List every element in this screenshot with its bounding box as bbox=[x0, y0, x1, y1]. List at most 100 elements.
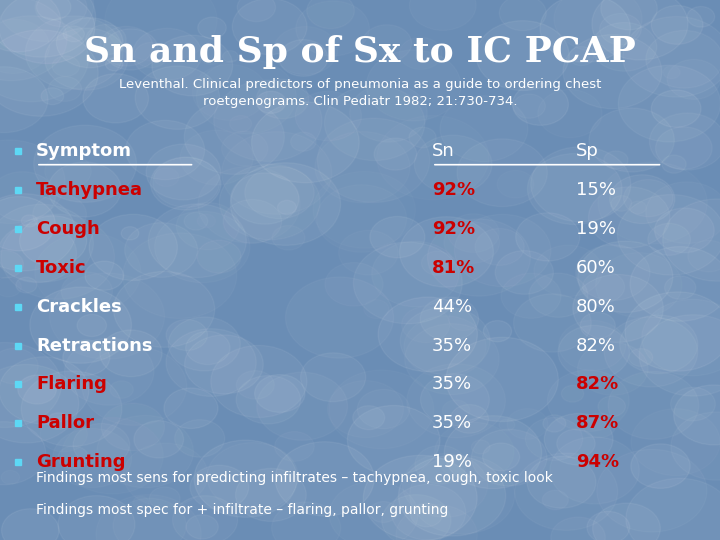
Circle shape bbox=[18, 375, 56, 404]
Circle shape bbox=[398, 456, 505, 536]
Circle shape bbox=[164, 388, 218, 429]
Text: 35%: 35% bbox=[432, 375, 472, 394]
Circle shape bbox=[347, 406, 440, 475]
Circle shape bbox=[593, 503, 660, 540]
Circle shape bbox=[194, 440, 297, 517]
Text: Leventhal. Clinical predictors of pneumonia as a guide to ordering chest
roetgen: Leventhal. Clinical predictors of pneumo… bbox=[119, 78, 601, 109]
Circle shape bbox=[135, 66, 220, 130]
Text: Flaring: Flaring bbox=[36, 375, 107, 394]
Circle shape bbox=[0, 30, 98, 116]
Text: 81%: 81% bbox=[432, 259, 475, 277]
Circle shape bbox=[0, 197, 55, 251]
Circle shape bbox=[279, 39, 328, 76]
Circle shape bbox=[630, 247, 720, 321]
Circle shape bbox=[631, 444, 690, 488]
Text: Crackles: Crackles bbox=[36, 298, 122, 316]
Circle shape bbox=[446, 338, 558, 422]
Circle shape bbox=[652, 5, 703, 44]
Text: 82%: 82% bbox=[576, 336, 616, 355]
Circle shape bbox=[30, 287, 132, 363]
Text: Grunting: Grunting bbox=[36, 453, 125, 471]
Circle shape bbox=[106, 58, 123, 71]
Circle shape bbox=[483, 321, 512, 342]
Circle shape bbox=[121, 227, 139, 240]
Circle shape bbox=[592, 0, 688, 60]
Text: 92%: 92% bbox=[432, 181, 475, 199]
Circle shape bbox=[0, 0, 96, 57]
Circle shape bbox=[527, 456, 596, 508]
Circle shape bbox=[63, 340, 109, 375]
Text: Cough: Cough bbox=[36, 220, 100, 238]
Text: Sn: Sn bbox=[432, 142, 455, 160]
Circle shape bbox=[540, 0, 631, 62]
Text: 15%: 15% bbox=[576, 181, 616, 199]
Circle shape bbox=[89, 214, 177, 280]
Circle shape bbox=[0, 0, 95, 64]
Text: 94%: 94% bbox=[576, 453, 619, 471]
Circle shape bbox=[77, 314, 107, 336]
Circle shape bbox=[83, 74, 148, 123]
Circle shape bbox=[0, 357, 89, 424]
Circle shape bbox=[56, 18, 123, 68]
Circle shape bbox=[364, 455, 477, 540]
Circle shape bbox=[482, 443, 520, 471]
Circle shape bbox=[235, 468, 306, 522]
Circle shape bbox=[652, 90, 701, 127]
Text: 44%: 44% bbox=[432, 298, 472, 316]
Circle shape bbox=[150, 157, 221, 210]
Text: 19%: 19% bbox=[576, 220, 616, 238]
Circle shape bbox=[37, 0, 71, 20]
Circle shape bbox=[256, 91, 286, 113]
Circle shape bbox=[610, 175, 675, 224]
Circle shape bbox=[625, 292, 720, 371]
Text: Findings most spec for + infiltrate – flaring, pallor, grunting: Findings most spec for + infiltrate – fl… bbox=[36, 503, 449, 517]
Circle shape bbox=[400, 217, 493, 287]
Circle shape bbox=[444, 416, 541, 489]
Text: 87%: 87% bbox=[576, 414, 619, 433]
Text: 80%: 80% bbox=[576, 298, 616, 316]
Text: Toxic: Toxic bbox=[36, 259, 86, 277]
Circle shape bbox=[0, 194, 76, 271]
Circle shape bbox=[476, 21, 570, 90]
Circle shape bbox=[544, 414, 613, 465]
Text: 35%: 35% bbox=[432, 414, 472, 433]
Text: 82%: 82% bbox=[576, 375, 619, 394]
Circle shape bbox=[516, 213, 580, 261]
Text: Retractions: Retractions bbox=[36, 336, 153, 355]
Circle shape bbox=[100, 330, 162, 377]
Circle shape bbox=[58, 496, 135, 540]
Text: 19%: 19% bbox=[432, 453, 472, 471]
Text: 35%: 35% bbox=[432, 336, 472, 355]
Text: 92%: 92% bbox=[432, 220, 475, 238]
Circle shape bbox=[198, 17, 226, 38]
Circle shape bbox=[152, 35, 233, 96]
Circle shape bbox=[134, 421, 184, 458]
Text: Sn and Sp of Sx to IC PCAP: Sn and Sp of Sx to IC PCAP bbox=[84, 35, 636, 69]
Circle shape bbox=[85, 261, 124, 290]
Circle shape bbox=[587, 511, 630, 540]
Circle shape bbox=[577, 241, 672, 313]
Circle shape bbox=[251, 102, 359, 183]
Circle shape bbox=[1, 509, 59, 540]
Text: Symptom: Symptom bbox=[36, 142, 132, 160]
Text: 60%: 60% bbox=[576, 259, 616, 277]
Circle shape bbox=[0, 0, 60, 52]
Text: Tachypnea: Tachypnea bbox=[36, 181, 143, 199]
Circle shape bbox=[600, 0, 657, 30]
Circle shape bbox=[674, 385, 720, 445]
Circle shape bbox=[146, 144, 220, 200]
Circle shape bbox=[370, 217, 425, 258]
Circle shape bbox=[378, 297, 477, 372]
Circle shape bbox=[255, 375, 305, 413]
Text: Findings most sens for predicting infiltrates – tachypnea, cough, toxic look: Findings most sens for predicting infilt… bbox=[36, 471, 553, 485]
Circle shape bbox=[230, 163, 341, 245]
Circle shape bbox=[114, 272, 215, 347]
Circle shape bbox=[663, 199, 720, 281]
Circle shape bbox=[573, 274, 663, 342]
Text: Pallor: Pallor bbox=[36, 414, 94, 433]
Circle shape bbox=[275, 442, 374, 516]
Circle shape bbox=[19, 216, 86, 266]
Circle shape bbox=[211, 346, 307, 417]
Circle shape bbox=[513, 83, 568, 125]
Text: Sp: Sp bbox=[576, 142, 599, 160]
